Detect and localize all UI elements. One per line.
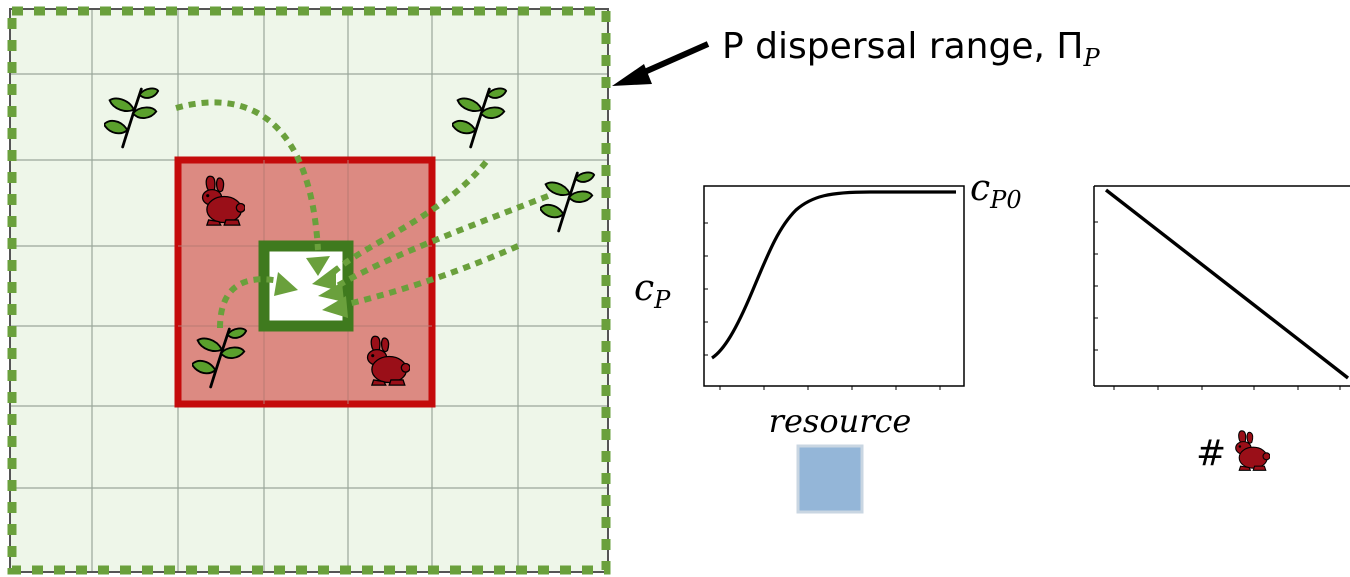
resource-axis-label: resource [769,402,912,440]
y-ticks [1094,221,1098,351]
y-ticks [704,222,708,356]
dispersal-arrows [175,99,550,329]
dispersal-arrow [217,276,285,329]
x-ticks [719,386,941,390]
cp0-annotation: cP0 [970,168,1022,214]
dispersal-arrow [332,193,550,291]
chart-frame [703,185,965,387]
dispersal-range-text: P dispersal range, Π [722,26,1083,67]
resource-square-icon [796,444,864,514]
resource-chart: cP cP0 resource [634,168,1022,514]
x-ticks [1113,386,1341,390]
dispersal-range-subscript: P [1082,44,1100,72]
sigmoid-curve [711,190,956,360]
dispersal-range-border [7,6,611,575]
cp-axis-label: cP [634,268,671,314]
decreasing-line [1104,188,1350,380]
dispersal-arrow [325,160,489,280]
dispersal-arrow [339,243,520,309]
black-arrow-icon [612,41,710,86]
grid-panel [7,6,611,575]
count-axis-label: # [1196,433,1226,474]
arrowheads [274,256,348,318]
rabbit-icon [1235,430,1270,471]
dispersal-range-label: P dispersal range, ΠP [722,26,1100,72]
rabbit-count-chart: # [1093,185,1350,474]
dispersal-arrow [175,99,321,251]
